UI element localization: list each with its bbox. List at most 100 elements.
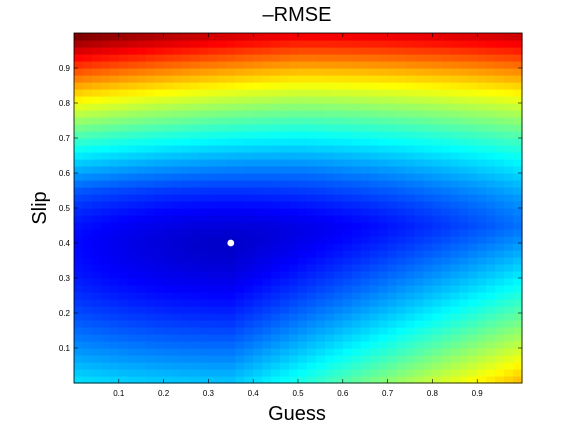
heatmap-cell (369, 89, 380, 97)
heatmap-cell (208, 327, 218, 335)
heatmap-cell (163, 47, 174, 55)
heatmap-cell (217, 222, 227, 230)
heatmap-cell (298, 117, 308, 125)
heatmap-cell (262, 166, 272, 174)
x-tick-label: 0.8 (427, 389, 439, 398)
heatmap-cell (342, 40, 353, 48)
heatmap-cell (450, 376, 460, 384)
heatmap-cell (109, 334, 120, 342)
heatmap-cell (82, 47, 93, 55)
heatmap-cell (396, 369, 407, 377)
heatmap-cell (91, 355, 102, 363)
heatmap-cell (127, 257, 138, 265)
heatmap-cell (172, 299, 183, 307)
heatmap-cell (387, 103, 398, 111)
heatmap-cell (271, 194, 281, 202)
heatmap-cell (423, 159, 433, 167)
heatmap-cell (504, 355, 514, 363)
heatmap-cell (477, 61, 487, 69)
heatmap-cell (163, 355, 174, 363)
heatmap-cell (163, 180, 174, 188)
heatmap-cell (280, 229, 290, 237)
heatmap-cell (468, 152, 478, 160)
heatmap-cell (181, 152, 192, 160)
heatmap-cell (172, 145, 183, 153)
heatmap-cell (486, 61, 496, 69)
heatmap-cell (468, 327, 478, 335)
heatmap-cell (324, 33, 335, 41)
heatmap-cell (208, 348, 218, 356)
heatmap-cell (289, 75, 299, 83)
heatmap-cell (226, 75, 236, 83)
heatmap-cell (468, 278, 478, 286)
heatmap-cell (109, 187, 120, 195)
heatmap-cell (154, 285, 165, 293)
heatmap-cell (450, 54, 460, 62)
heatmap-cell (127, 327, 138, 335)
heatmap-cell (208, 89, 218, 97)
heatmap-cell (513, 82, 523, 90)
heatmap-cell (324, 292, 335, 300)
heatmap-cell (136, 236, 147, 244)
heatmap-cell (414, 89, 425, 97)
heatmap-cell (486, 194, 496, 202)
heatmap-cell (405, 145, 416, 153)
heatmap-cell (109, 75, 120, 83)
heatmap-cell (235, 376, 245, 384)
heatmap-cell (82, 215, 93, 223)
heatmap-cell (74, 320, 84, 328)
heatmap-cell (91, 145, 102, 153)
heatmap-cell (513, 110, 523, 118)
heatmap-cell (154, 103, 165, 111)
heatmap-cell (324, 271, 335, 279)
heatmap-cell (414, 292, 425, 300)
heatmap-cell (181, 82, 192, 90)
heatmap-cell (217, 145, 227, 153)
heatmap-cell (289, 124, 299, 132)
heatmap-cell (253, 208, 263, 216)
heatmap-cell (486, 243, 496, 251)
heatmap-cell (172, 208, 183, 216)
heatmap-cell (82, 299, 93, 307)
heatmap-cell (145, 250, 156, 258)
heatmap-cell (324, 47, 335, 55)
heatmap-cell (396, 54, 407, 62)
heatmap-cell (145, 201, 156, 209)
heatmap-cell (100, 61, 111, 69)
heatmap-cell (136, 33, 147, 41)
heatmap-cell (289, 341, 299, 349)
heatmap-cell (100, 348, 111, 356)
heatmap-cell (244, 75, 254, 83)
heatmap-cell (109, 313, 120, 321)
heatmap-cell (100, 47, 111, 55)
heatmap-cell (100, 334, 111, 342)
heatmap-cell (450, 208, 460, 216)
heatmap-cell (324, 103, 335, 111)
heatmap-cell (136, 222, 147, 230)
heatmap-cell (351, 131, 362, 139)
heatmap-cell (315, 166, 326, 174)
heatmap-cell (315, 82, 326, 90)
heatmap-cell (369, 348, 380, 356)
heatmap-cell (360, 208, 371, 216)
heatmap-cell (504, 103, 514, 111)
heatmap-cell (262, 89, 272, 97)
heatmap-cell (477, 180, 487, 188)
heatmap-cell (136, 124, 147, 132)
x-tick-label: 0.2 (158, 389, 170, 398)
heatmap-cell (513, 222, 523, 230)
heatmap-cell (118, 89, 129, 97)
heatmap-cell (226, 187, 236, 195)
heatmap-cell (441, 82, 451, 90)
heatmap-cell (172, 320, 183, 328)
heatmap-cell (82, 173, 93, 181)
heatmap-cell (360, 47, 371, 55)
heatmap-cell (289, 278, 299, 286)
heatmap-cell (289, 180, 299, 188)
heatmap-cell (477, 96, 487, 104)
heatmap-cell (423, 320, 433, 328)
heatmap-cell (414, 271, 425, 279)
heatmap-cell (306, 103, 317, 111)
heatmap-cell (136, 299, 147, 307)
heatmap-cell (324, 229, 335, 237)
